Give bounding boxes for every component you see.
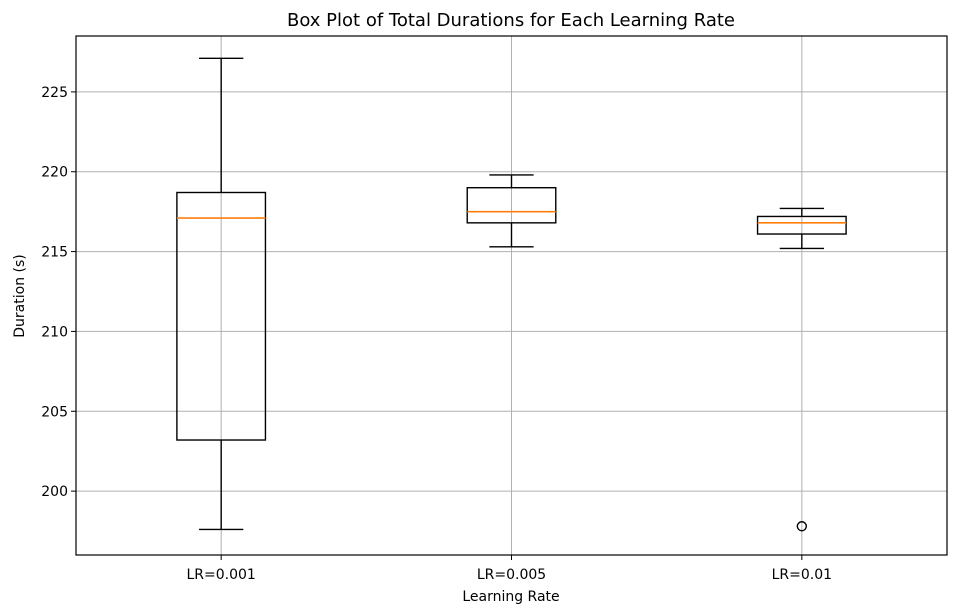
y-axis-label: Duration (s) (12, 254, 28, 337)
outlier-point (796, 521, 808, 532)
y-tick-label: 210 (41, 324, 68, 340)
y-tick-label: 215 (41, 245, 68, 261)
box-layer (176, 57, 847, 532)
tick-layer: 200 205 210 215 220 225 LR=0.001 LR=0.005 LR=0.0… (41, 85, 832, 583)
y-tick-label: 225 (41, 85, 68, 101)
chart-title: Box Plot of Total Durations for Each Lea… (287, 10, 735, 31)
plot-frame (75, 35, 948, 556)
x-tick-label: LR=0.001 (186, 567, 255, 583)
y-tick-label: 220 (41, 165, 68, 181)
y-tick-label: 205 (41, 404, 68, 420)
x-axis-label: Learning Rate (462, 589, 559, 605)
box-body (466, 187, 557, 224)
x-tick-label: LR=0.005 (477, 567, 546, 583)
box-body (756, 215, 847, 235)
grid-layer (76, 36, 947, 555)
y-tick-label: 200 (41, 484, 68, 500)
box-body (176, 191, 267, 441)
x-tick-label: LR=0.01 (772, 567, 832, 583)
